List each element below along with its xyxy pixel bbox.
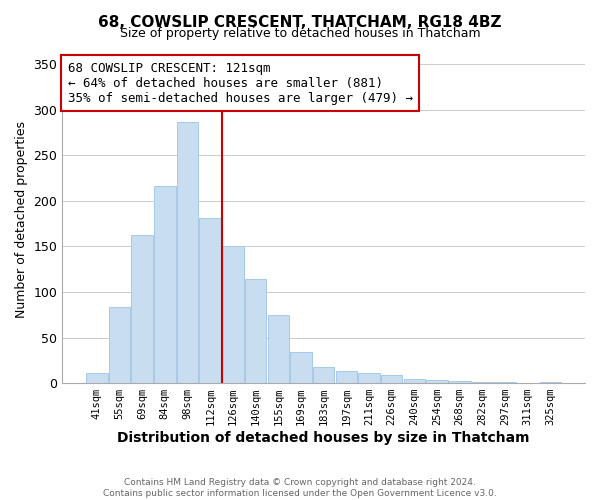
Bar xyxy=(290,352,312,383)
Text: 68 COWSLIP CRESCENT: 121sqm
← 64% of detached houses are smaller (881)
35% of se: 68 COWSLIP CRESCENT: 121sqm ← 64% of det… xyxy=(68,62,413,104)
Bar xyxy=(177,122,199,383)
Text: Size of property relative to detached houses in Thatcham: Size of property relative to detached ho… xyxy=(119,28,481,40)
X-axis label: Distribution of detached houses by size in Thatcham: Distribution of detached houses by size … xyxy=(118,431,530,445)
Bar xyxy=(494,382,516,383)
Bar xyxy=(404,378,425,383)
Y-axis label: Number of detached properties: Number of detached properties xyxy=(15,120,28,318)
Text: Contains HM Land Registry data © Crown copyright and database right 2024.
Contai: Contains HM Land Registry data © Crown c… xyxy=(103,478,497,498)
Bar xyxy=(154,186,176,383)
Bar xyxy=(313,366,334,383)
Bar xyxy=(131,234,153,383)
Bar xyxy=(268,314,289,383)
Bar xyxy=(199,218,221,383)
Bar xyxy=(426,380,448,383)
Text: 68, COWSLIP CRESCENT, THATCHAM, RG18 4BZ: 68, COWSLIP CRESCENT, THATCHAM, RG18 4BZ xyxy=(98,15,502,30)
Bar xyxy=(381,375,403,383)
Bar xyxy=(335,371,357,383)
Bar xyxy=(449,382,470,383)
Bar xyxy=(358,373,380,383)
Bar xyxy=(245,279,266,383)
Bar xyxy=(109,306,130,383)
Bar xyxy=(539,382,561,383)
Bar xyxy=(222,246,244,383)
Bar xyxy=(86,373,107,383)
Bar xyxy=(472,382,493,383)
